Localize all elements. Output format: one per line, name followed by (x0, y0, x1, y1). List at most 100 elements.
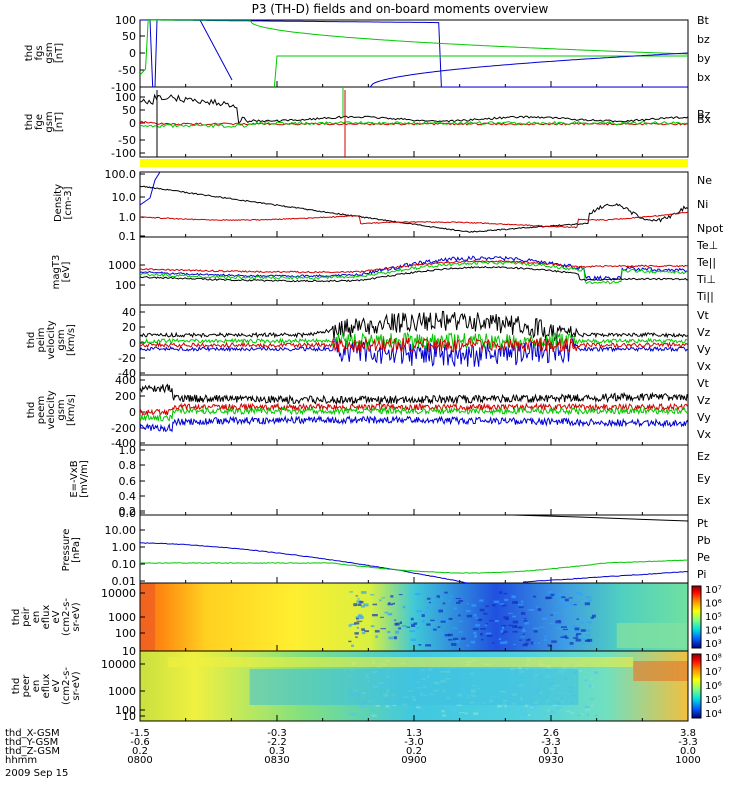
y-tick-label: 10 (122, 710, 136, 723)
legend-entry: Te⊥ (696, 239, 718, 252)
heatmap-texture (410, 638, 417, 641)
heatmap-texture (444, 591, 448, 594)
x-axis-row-label: thd_X-GSM (5, 728, 60, 739)
heatmap-texture (587, 621, 592, 624)
heatmap-texture (449, 595, 454, 598)
y-tick-label: 100 (115, 14, 136, 27)
y-axis-label: E=-VxB [mV/m] (69, 460, 90, 498)
y-tick-label: -50 (118, 64, 136, 77)
te-par-line (140, 265, 688, 283)
legend-entry: Pb (697, 534, 711, 547)
heatmap-texture (355, 636, 358, 638)
heatmap-texture (444, 705, 450, 707)
x-axis-value: 0.2 (406, 746, 422, 757)
x-axis-value: 0.0 (680, 746, 696, 757)
heatmap-texture (398, 593, 403, 596)
heatmap-texture (563, 605, 569, 608)
heatmap-texture (569, 642, 574, 645)
legend-entry: by (697, 52, 711, 65)
heatmap-texture (458, 599, 464, 603)
heatmap-texture (451, 643, 457, 646)
y-tick-label: 0 (129, 117, 136, 130)
heatmap-texture (551, 711, 555, 714)
heatmap-texture (555, 595, 559, 598)
heatmap-texture (521, 630, 526, 632)
heatmap-texture (472, 628, 479, 630)
vx-peem-line (140, 414, 688, 433)
heatmap-texture (584, 706, 590, 709)
heatmap-texture (572, 604, 577, 606)
te-perp-line (140, 260, 688, 274)
legend-entry: Vy (697, 343, 711, 356)
y-tick-label: 1.00 (112, 541, 137, 554)
panel-frame (139, 304, 689, 376)
heatmap-texture (455, 598, 462, 600)
heatmap-texture (498, 638, 502, 641)
heatmap-texture (580, 637, 587, 640)
legend-entry: Vt (697, 309, 710, 322)
x-axis-value: -3.3 (678, 737, 698, 748)
heatmap-texture (588, 684, 592, 688)
legend-entry: Bx (697, 113, 712, 126)
x-axis-value: 0830 (264, 755, 289, 766)
heatmap-texture (481, 713, 488, 716)
y-axis-label-line: sr-eV) (71, 671, 82, 700)
heatmap-texture (499, 591, 503, 594)
y-axis-label-line: thd (11, 678, 22, 695)
heatmap-texture (518, 606, 524, 609)
heatmap-texture (483, 612, 488, 615)
heatmap-texture (508, 612, 513, 614)
y-axis-label-line: peir (21, 606, 32, 626)
heatmap-texture (359, 705, 366, 708)
heatmap-texture (410, 617, 414, 621)
heatmap-texture (435, 609, 439, 612)
heatmap-texture (474, 634, 477, 638)
y-axis-label-line: eflux (41, 674, 52, 699)
colorbar-tick-label: 10⁸ (705, 653, 722, 664)
heatmap-texture (575, 591, 578, 593)
y-tick-label: 200 (115, 390, 136, 403)
legend-entry: bz (697, 33, 710, 46)
heatmap-texture (584, 602, 591, 606)
colorbar-tick-label: 10⁶ (705, 599, 722, 610)
heatmap-texture (521, 713, 527, 716)
y-tick-label: -200 (111, 422, 136, 435)
y-axis-label-line: E=-VxB (69, 460, 80, 497)
bt-line (140, 93, 688, 124)
heatmap-texture (535, 605, 538, 608)
heatmap-texture (519, 709, 523, 712)
heatmap-texture (349, 713, 355, 716)
y-tick-label: 0.0 (119, 507, 137, 520)
heatmap-texture (466, 614, 472, 618)
heatmap-texture (533, 595, 537, 598)
y-axis-label-line: eflux (41, 605, 52, 630)
heatmap-texture (584, 679, 588, 682)
heatmap-texture (591, 614, 596, 618)
heatmap-texture (524, 617, 527, 620)
x-axis-value: 0.2 (132, 746, 148, 757)
pi-line (140, 542, 688, 583)
heatmap-texture (452, 627, 458, 630)
y-axis-label-line: thd (24, 45, 35, 62)
vz-peim-line (140, 336, 688, 354)
heatmap-texture (357, 598, 360, 600)
heatmap-texture (387, 613, 393, 616)
heatmap-texture (559, 601, 565, 603)
heatmap-texture (574, 601, 580, 604)
heatmap-texture (550, 614, 553, 616)
heatmap-texture (437, 619, 440, 623)
heatmap-texture (357, 603, 362, 606)
heatmap-texture (440, 620, 446, 623)
heatmap-texture (552, 704, 558, 707)
y-axis-label-line: sr-eV) (71, 602, 82, 631)
y-tick-label: 0.4 (119, 490, 137, 503)
y-axis-label-line: gsm (44, 42, 55, 63)
heatmap-texture (486, 634, 493, 637)
heatmap-texture (387, 709, 393, 711)
heatmap-texture (375, 704, 381, 707)
y-axis-label: thd peim velocity gsm [km/s] (26, 320, 77, 359)
legend-entry: Vx (697, 360, 712, 373)
heatmap-texture (576, 618, 579, 620)
heatmap-texture (576, 714, 582, 716)
y-tick-label: 1000 (108, 611, 136, 624)
